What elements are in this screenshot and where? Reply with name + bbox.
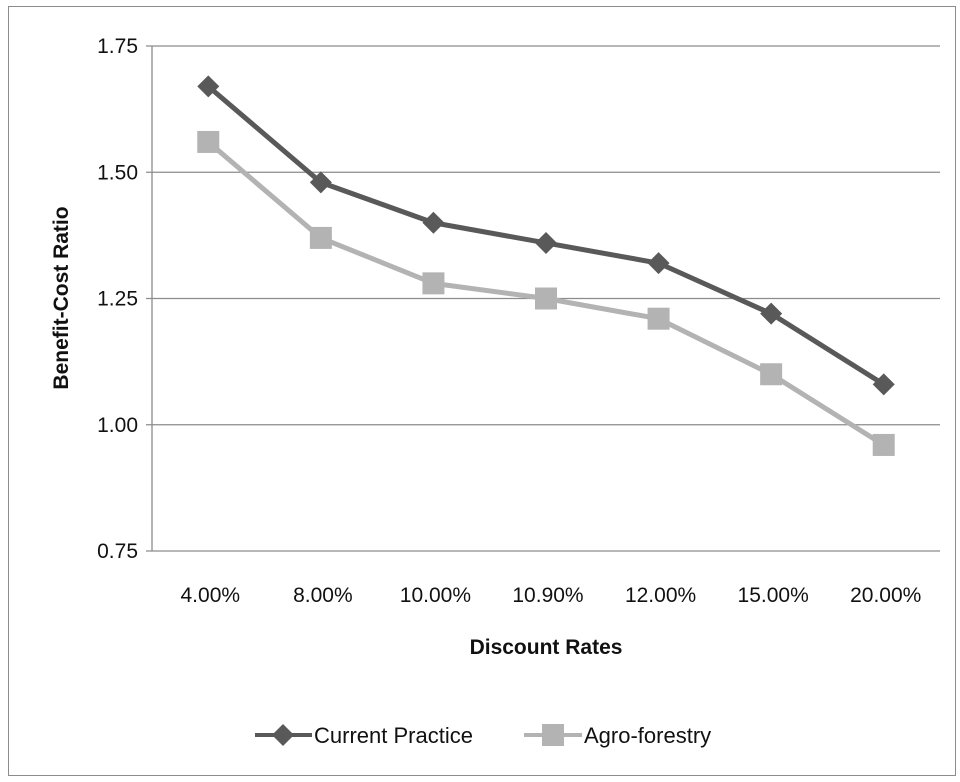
- data-point-current-practice: [760, 302, 783, 325]
- legend-item-current-practice: Current Practice: [255, 723, 473, 748]
- data-point-agro-forestry: [309, 226, 332, 249]
- data-point-current-practice: [647, 252, 670, 275]
- y-tick-labels: 0.75 1.00 1.25 1.50 1.75: [97, 35, 138, 563]
- data-point-agro-forestry: [647, 307, 670, 330]
- legend-label-agro-forestry: Agro-forestry: [584, 723, 711, 748]
- y-tick-label: 1.25: [97, 288, 138, 311]
- x-tick-label: 20.00%: [850, 584, 921, 607]
- y-axis-title: Benefit-Cost Ratio: [50, 206, 73, 389]
- y-tick-label: 1.50: [97, 161, 138, 184]
- legend-marker-current-practice: [272, 724, 294, 746]
- x-tick-label: 12.00%: [625, 584, 696, 607]
- x-tick-label: 10.00%: [400, 584, 471, 607]
- data-point-agro-forestry: [535, 287, 557, 310]
- data-point-current-practice: [422, 211, 445, 234]
- data-point-agro-forestry: [760, 363, 783, 386]
- y-tick-label: 1.75: [97, 35, 138, 58]
- data-point-current-practice: [535, 231, 557, 254]
- data-point-agro-forestry: [872, 433, 895, 456]
- legend: Current Practice Agro-forestry: [255, 723, 711, 748]
- legend-item-agro-forestry: Agro-forestry: [524, 723, 711, 748]
- y-tick-label: 0.75: [97, 540, 138, 563]
- data-point-current-practice: [197, 75, 220, 98]
- legend-label-current-practice: Current Practice: [314, 723, 473, 748]
- x-tick-label: 10.90%: [512, 584, 583, 607]
- legend-marker-agro-forestry: [542, 724, 564, 746]
- data-point-agro-forestry: [422, 272, 445, 295]
- data-point-agro-forestry: [197, 130, 220, 153]
- gridlines: [146, 45, 940, 552]
- series-group: [197, 75, 895, 456]
- x-axis-title: Discount Rates: [470, 636, 623, 659]
- data-point-current-practice: [872, 373, 895, 396]
- data-point-current-practice: [309, 171, 332, 194]
- x-tick-label: 4.00%: [181, 584, 241, 607]
- x-tick-labels: 4.00% 8.00% 10.00% 10.90% 12.00% 15.00% 20.00%: [181, 584, 922, 607]
- x-tick-label: 15.00%: [738, 584, 809, 607]
- y-tick-label: 1.00: [97, 414, 138, 437]
- x-tick-label: 8.00%: [293, 584, 353, 607]
